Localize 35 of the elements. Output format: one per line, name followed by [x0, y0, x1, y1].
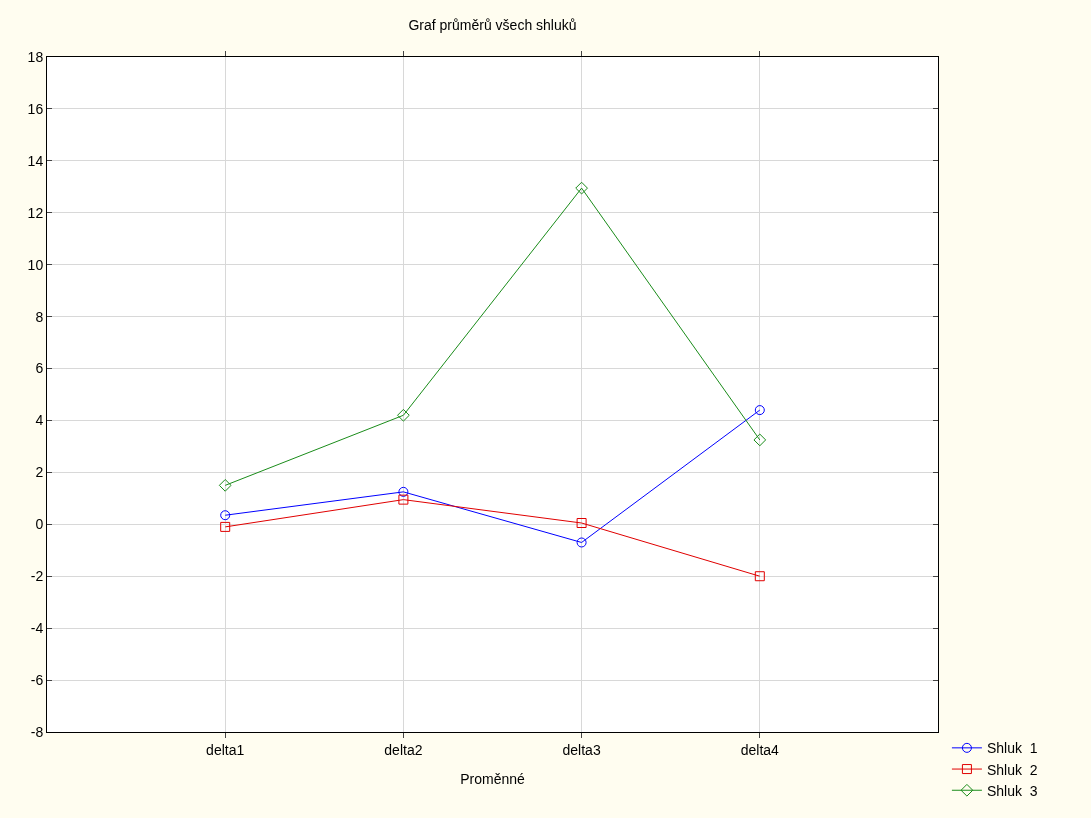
y-tick-label: 0 — [35, 516, 44, 533]
point — [218, 479, 232, 492]
y-tick-label: 14 — [27, 152, 44, 169]
y-tick-label: -2 — [30, 568, 44, 585]
x-tick-label: delta3 — [562, 741, 601, 758]
point — [754, 571, 765, 582]
point — [397, 408, 410, 422]
y-tick-label: 6 — [35, 360, 44, 377]
point — [576, 518, 587, 529]
point — [398, 494, 409, 505]
y-tick-label: 8 — [35, 308, 44, 325]
y-tick-label: 4 — [35, 412, 44, 429]
point — [398, 486, 409, 497]
y-tick-label: 18 — [27, 48, 44, 65]
point — [754, 405, 765, 416]
chart-title: Graf průměrů všech shluků — [408, 17, 577, 34]
point — [753, 433, 767, 447]
y-tick-label: 2 — [35, 464, 44, 481]
point — [220, 521, 231, 532]
y-tick-label: -6 — [30, 671, 44, 688]
point — [575, 181, 588, 195]
y-tick-label: 10 — [27, 256, 44, 273]
x-tick-label: delta1 — [206, 741, 245, 758]
y-tick-label: -8 — [30, 723, 44, 740]
y-tick-label: 12 — [27, 204, 44, 221]
y-tick-label: 16 — [27, 100, 44, 117]
y-tick-label: -4 — [30, 620, 44, 637]
legend-label: Shluk 2 — [986, 761, 1038, 778]
x-tick-label: delta2 — [384, 741, 423, 758]
legend-label: Shluk 1 — [986, 740, 1038, 757]
x-tick-label: delta4 — [740, 741, 780, 758]
point — [220, 510, 231, 521]
legend-label: Shluk 3 — [986, 782, 1038, 799]
x-axis-title: Proměnné — [460, 771, 526, 787]
point — [576, 537, 587, 548]
